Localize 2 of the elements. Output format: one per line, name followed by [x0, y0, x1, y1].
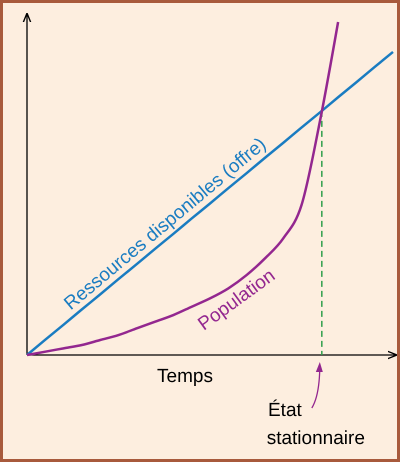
text: État stationnaire: [266, 399, 365, 449]
x-axis-title: Temps: [157, 366, 213, 387]
